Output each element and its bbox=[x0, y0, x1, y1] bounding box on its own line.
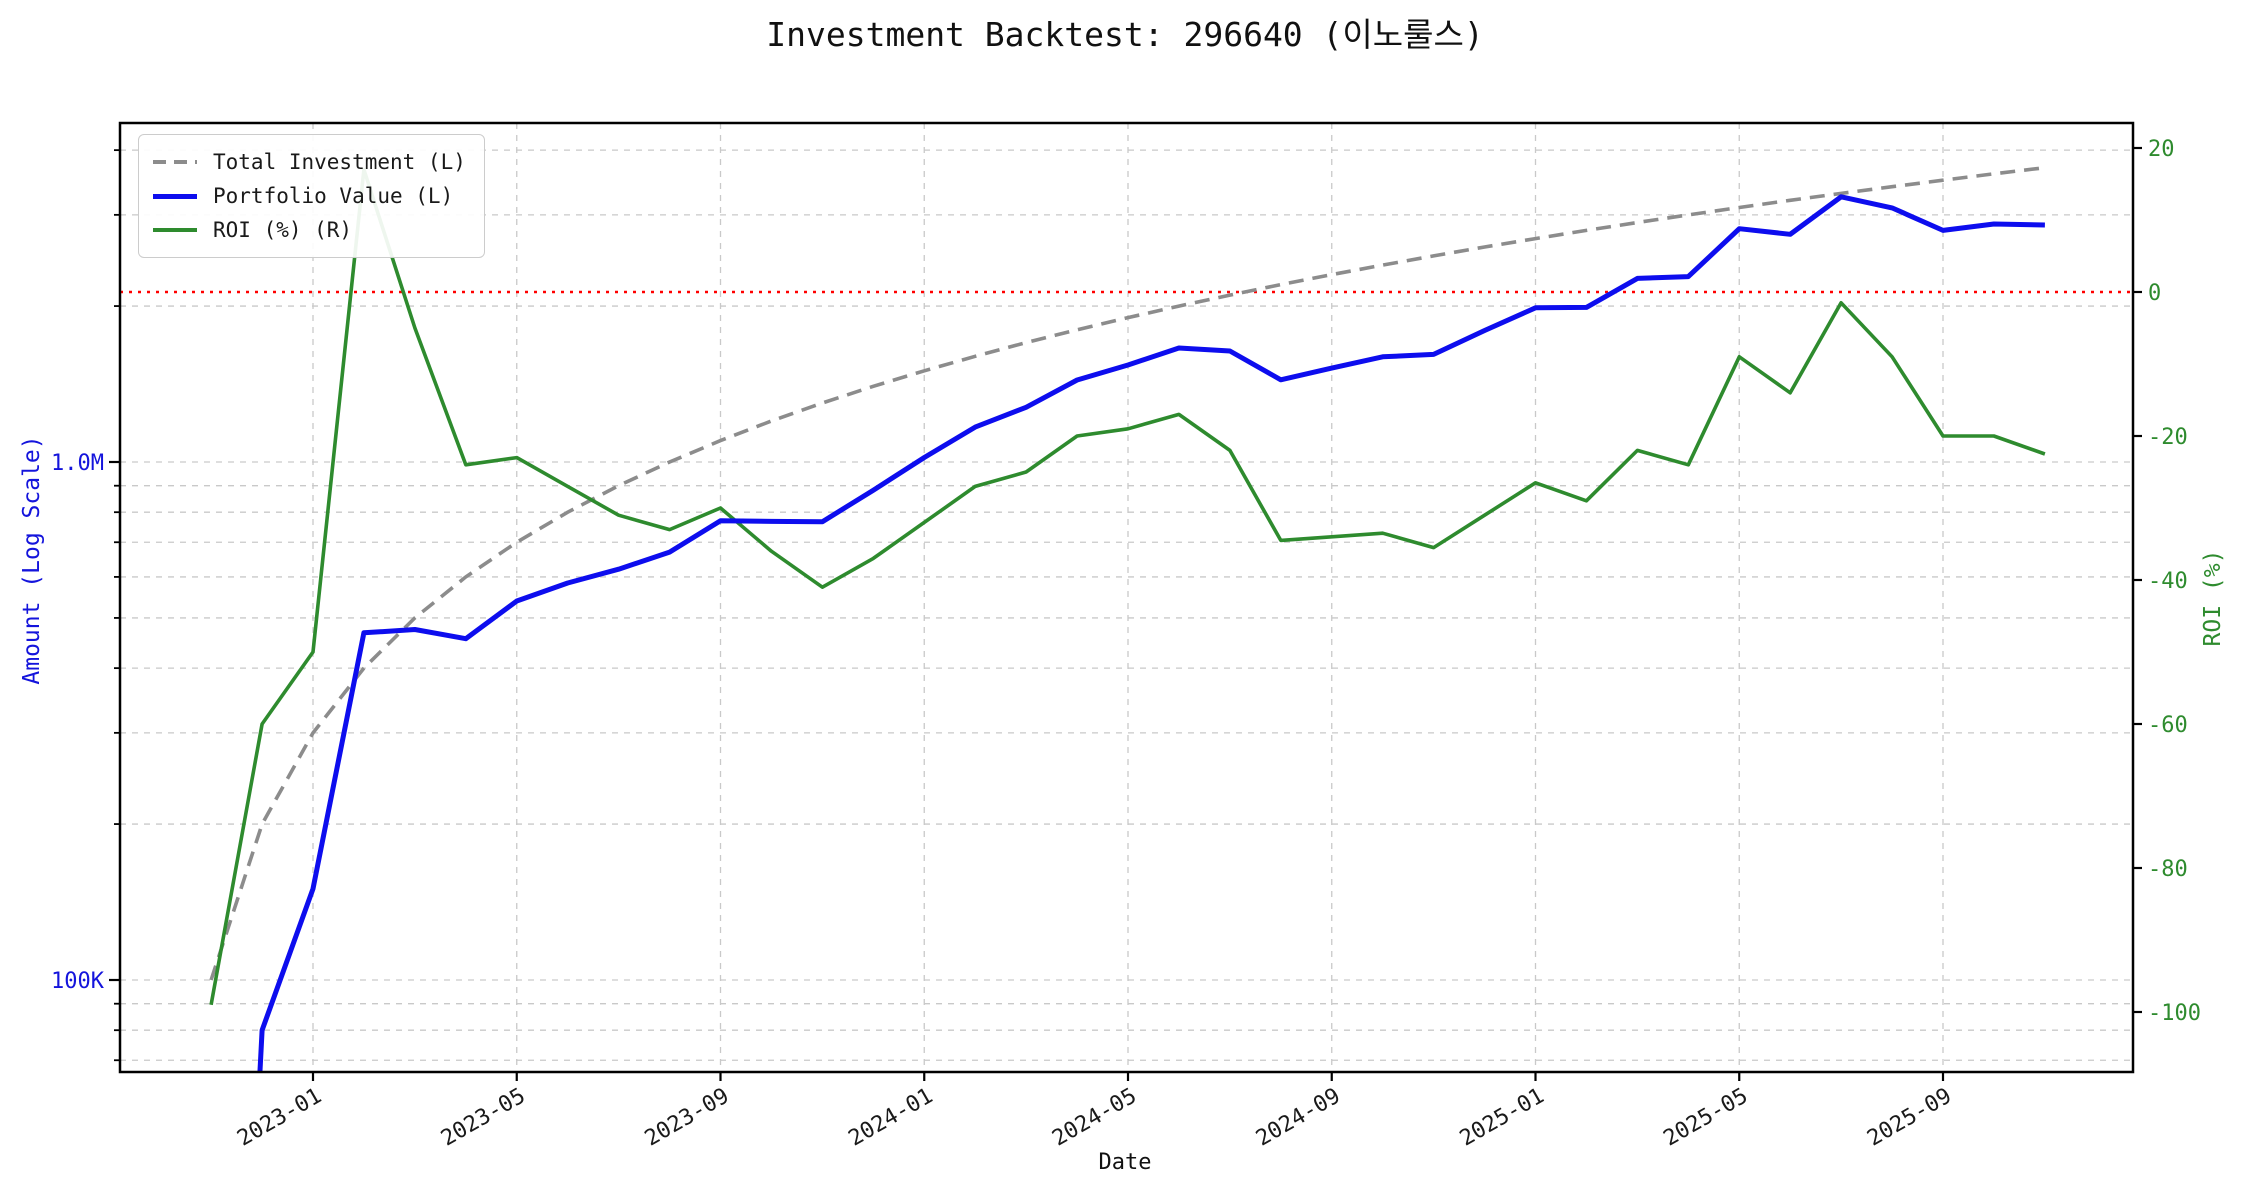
x-tick-label: 2025-01 bbox=[1456, 1084, 1549, 1152]
legend-label: ROI (%) (R) bbox=[213, 218, 353, 242]
legend-item-portfolio-value: Portfolio Value (L) bbox=[153, 179, 466, 213]
legend-line-portfolio-value bbox=[153, 193, 197, 199]
x-tick-label: 2023-01 bbox=[233, 1084, 326, 1152]
x-tick-label: 2024-05 bbox=[1048, 1084, 1141, 1152]
legend-label: Total Investment (L) bbox=[213, 150, 466, 174]
x-tick-label: 2025-05 bbox=[1659, 1084, 1752, 1152]
x-tick-label: 2023-05 bbox=[437, 1084, 530, 1152]
legend-line-roi bbox=[153, 228, 197, 232]
x-axis-label: Date bbox=[1098, 1150, 1152, 1175]
legend-item-total-investment: Total Investment (L) bbox=[153, 145, 466, 179]
y-right-tick-label: -80 bbox=[2148, 857, 2188, 882]
legend: Total Investment (L) Portfolio Value (L)… bbox=[138, 134, 485, 258]
tick-marks bbox=[109, 146, 2142, 1081]
portfolio-value-line bbox=[257, 194, 2045, 1072]
x-tick-label: 2024-09 bbox=[1252, 1084, 1345, 1152]
y-right-tick-label: 0 bbox=[2148, 281, 2161, 306]
y-left-tick-labels: 1.0M 100K bbox=[51, 451, 105, 994]
x-tick-label: 2024-01 bbox=[844, 1084, 937, 1152]
y-left-tick-label: 1.0M bbox=[51, 451, 104, 476]
y-right-tick-label: -100 bbox=[2148, 1001, 2201, 1026]
legend-line-total-investment bbox=[153, 160, 197, 164]
x-tick-label: 2023-09 bbox=[641, 1084, 734, 1152]
gridlines bbox=[120, 123, 2133, 1072]
chart-title: Investment Backtest: 296640 (이노룰스) bbox=[766, 15, 1484, 54]
y-left-tick-label: 100K bbox=[51, 969, 105, 994]
x-tick-labels: 2023-01 2023-05 2023-09 2024-01 2024-05 2024-… bbox=[233, 1084, 1956, 1152]
y-right-tick-label: -20 bbox=[2148, 425, 2188, 450]
total-investment-line bbox=[209, 165, 2046, 981]
legend-item-roi: ROI (%) (R) bbox=[153, 213, 466, 247]
y-right-tick-label: -60 bbox=[2148, 713, 2188, 738]
legend-label: Portfolio Value (L) bbox=[213, 184, 454, 208]
roi-line bbox=[209, 167, 2046, 1006]
x-tick-label: 2025-09 bbox=[1863, 1084, 1956, 1152]
y-right-tick-labels: 20 0 -20 -40 -60 -80 -100 bbox=[2148, 137, 2201, 1026]
y-right-tick-label: -40 bbox=[2148, 569, 2188, 594]
y-right-tick-label: 20 bbox=[2148, 137, 2175, 162]
axes-frame bbox=[118, 121, 2135, 1074]
series bbox=[209, 165, 2046, 1072]
